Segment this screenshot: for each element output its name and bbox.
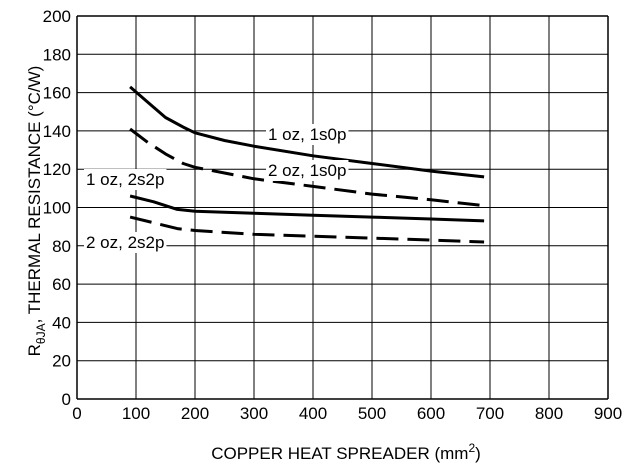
series-label-bg	[266, 124, 349, 145]
series-line-1	[129, 85, 485, 179]
x-tick-label: 0	[72, 404, 81, 423]
grid	[76, 15, 609, 400]
series-label-bg	[84, 232, 167, 253]
y-axis-title: RθJA, THERMAL RESISTANCE (°C/W)	[25, 66, 48, 357]
x-tick-label: 400	[299, 404, 327, 423]
y-tick-label: 20	[52, 352, 71, 371]
y-tick-labels: 0 20 40 60 80 100 120 140 160 180 200	[43, 7, 71, 409]
x-tick-label: 900	[594, 404, 622, 423]
series-lines	[129, 85, 485, 244]
series-label-2: 2 oz, 1s0p	[268, 161, 346, 180]
series-label-3: 1 oz, 2s2p	[86, 170, 164, 189]
y-tick-label: 140	[43, 122, 71, 141]
y-tick-label: 180	[43, 45, 71, 64]
y-tick-label: 200	[43, 7, 71, 26]
y-tick-label: 160	[43, 84, 71, 103]
series-labels: 1 oz, 1s0p 2 oz, 1s0p 1 oz, 2s2p 2 oz, 2s2p	[84, 124, 349, 253]
x-tick-labels: 0 100 200 300 400 500 600 700 800 900	[72, 404, 622, 423]
series-label-1: 1 oz, 1s0p	[268, 125, 346, 144]
series-line-2	[129, 127, 485, 208]
x-tick-label: 100	[122, 404, 150, 423]
x-tick-label: 700	[476, 404, 504, 423]
series-label-bg	[84, 169, 167, 190]
y-tick-label: 40	[52, 313, 71, 332]
series-label-4: 2 oz, 2s2p	[86, 233, 164, 252]
x-axis-title: COPPER HEAT SPREADER (mm2)	[211, 441, 481, 463]
y-tick-label: 80	[52, 237, 71, 256]
y-tick-label: 0	[62, 390, 71, 409]
y-tick-label: 100	[43, 199, 71, 218]
series-label-bg	[266, 160, 349, 181]
x-tick-label: 500	[358, 404, 386, 423]
y-tick-label: 60	[52, 275, 71, 294]
y-tick-label: 120	[43, 160, 71, 179]
series-line-4	[129, 215, 485, 244]
series-line-3	[129, 194, 485, 223]
x-tick-label: 800	[535, 404, 563, 423]
x-tick-label: 200	[181, 404, 209, 423]
x-tick-label: 600	[417, 404, 445, 423]
x-tick-label: 300	[240, 404, 268, 423]
